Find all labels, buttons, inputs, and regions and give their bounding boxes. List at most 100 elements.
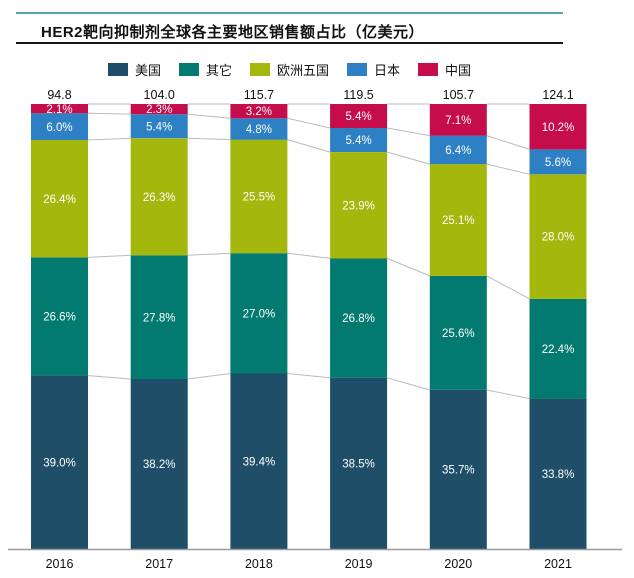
- connector-line: [187, 113, 231, 119]
- segment-label: 38.5%: [342, 458, 375, 470]
- segment-label: 5.4%: [146, 121, 172, 133]
- connector-line: [87, 254, 131, 258]
- connector-line: [187, 137, 231, 141]
- bar-segment: [31, 140, 88, 258]
- bar-segment: [130, 138, 188, 256]
- bar-segment: [130, 255, 188, 379]
- bar-segment: [429, 104, 487, 136]
- legend-label: 美国: [134, 63, 161, 78]
- segment-label: 25.6%: [442, 328, 475, 340]
- segment-label: 27.8%: [143, 312, 176, 324]
- total-label: 119.5: [343, 88, 373, 102]
- legend-item-2: 其它: [178, 60, 232, 79]
- bar-segment: [429, 390, 487, 549]
- segment-label: 33.8%: [542, 469, 575, 481]
- segment-label: 27.0%: [243, 309, 276, 321]
- segment-label: 26.8%: [342, 313, 375, 325]
- connector-line: [486, 163, 530, 175]
- bar-segment: [529, 298, 587, 399]
- bar-segment: [529, 149, 587, 175]
- segment-label: 39.0%: [43, 457, 76, 469]
- segment-label: 3.2%: [246, 106, 272, 118]
- connector-line: [87, 137, 131, 141]
- x-axis-label: 2020: [444, 557, 472, 571]
- bar-segment: [529, 174, 587, 299]
- bar-segment: [529, 398, 587, 549]
- connector-line: [287, 117, 331, 129]
- x-axis-label: 2021: [544, 557, 572, 571]
- legend-item-1: 美国: [107, 60, 161, 79]
- legend-swatch: [178, 63, 199, 76]
- segment-label: 5.6%: [545, 157, 571, 169]
- bar-segment: [31, 113, 88, 140]
- segment-label: 26.6%: [43, 312, 76, 324]
- x-axis-label: 2016: [46, 557, 74, 571]
- connector-line: [187, 252, 231, 256]
- legend-item-3: 欧洲五国: [249, 60, 329, 79]
- total-label: 104.0: [144, 88, 175, 102]
- segment-label: 39.4%: [243, 456, 276, 468]
- header-top-rule: [16, 12, 563, 14]
- segment-label: 28.0%: [542, 232, 575, 244]
- segment-label: 5.4%: [345, 135, 371, 147]
- connector-line: [486, 275, 530, 300]
- segment-label: 25.5%: [243, 192, 276, 204]
- legend-item-4: 日本: [347, 60, 400, 79]
- bar-segment: [31, 375, 88, 549]
- chart-title: HER2靶向抑制剂全球各主要地区销售额占比（亿美元）: [41, 24, 425, 41]
- total-label: 105.7: [443, 88, 474, 102]
- bar-segment: [230, 253, 288, 374]
- header-bottom-rule: [16, 42, 563, 44]
- bar-segment: [330, 128, 388, 152]
- segment-label: 26.4%: [43, 194, 76, 206]
- connector-line: [387, 127, 430, 137]
- connector-line: [87, 375, 131, 380]
- connector-line: [386, 151, 430, 165]
- segment-label: 38.2%: [143, 459, 176, 471]
- legend-label: 其它: [205, 63, 232, 78]
- segment-label: 35.7%: [442, 465, 475, 477]
- bar-segment: [330, 377, 388, 549]
- bar-segment: [529, 104, 587, 150]
- bar-segment: [230, 373, 288, 549]
- total-label: 124.1: [542, 88, 573, 102]
- connector-line: [87, 112, 131, 115]
- x-axis-label: 2017: [145, 557, 173, 571]
- connector-line: [287, 373, 331, 379]
- bar-segment: [429, 135, 487, 165]
- total-label: 94.8: [47, 88, 71, 102]
- segment-label: 23.9%: [342, 200, 375, 212]
- x-axis-label: 2018: [245, 557, 273, 571]
- segment-label: 4.8%: [246, 124, 272, 136]
- bar-segment: [330, 104, 388, 128]
- segment-label: 7.1%: [445, 115, 471, 127]
- chart-legend: 美国 其它 欧洲五国 日本 中国: [16, 60, 563, 79]
- bar-segment: [130, 114, 188, 139]
- connector-line: [386, 257, 430, 277]
- legend-swatch: [249, 63, 270, 76]
- legend-swatch: [418, 63, 439, 76]
- segment-label: 6.4%: [445, 145, 471, 157]
- bar-segment: [31, 257, 88, 376]
- connector-line: [386, 377, 430, 391]
- connector-line: [187, 373, 231, 380]
- legend-label: 中国: [445, 63, 472, 78]
- legend-swatch: [347, 63, 367, 76]
- segment-label: 22.4%: [542, 344, 575, 356]
- bar-segment: [130, 104, 188, 115]
- segment-label: 10.2%: [542, 122, 575, 134]
- legend-label: 日本: [374, 63, 401, 78]
- connector-line: [486, 135, 530, 150]
- bar-segment: [130, 379, 188, 549]
- connector-line: [486, 389, 530, 400]
- bar-segment: [330, 258, 388, 378]
- connector-line: [287, 139, 331, 153]
- bar-segment: [31, 104, 88, 114]
- bar-segment: [429, 275, 487, 390]
- bar-segment: [429, 164, 487, 276]
- segment-label: 2.1%: [46, 104, 72, 116]
- segment-label: 2.3%: [146, 104, 172, 116]
- bar-segment: [330, 152, 388, 259]
